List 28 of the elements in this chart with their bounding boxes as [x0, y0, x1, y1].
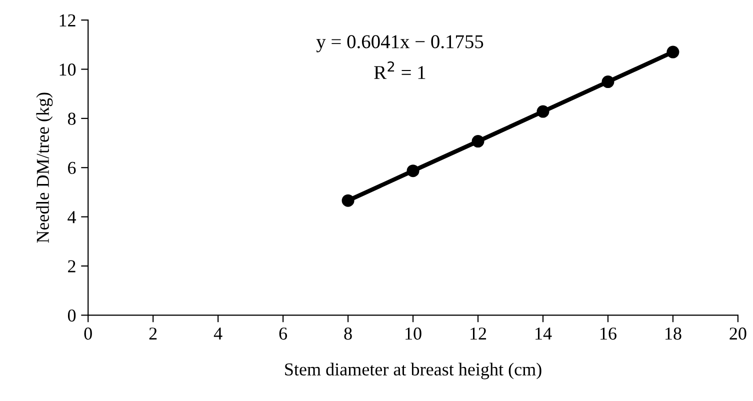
x-tick-label: 10	[406, 328, 422, 340]
x-tick-label: 0	[84, 328, 92, 340]
x-tick-label: 2	[149, 328, 157, 340]
annotation: y = 0.6041x − 0.1755	[316, 35, 484, 52]
point	[406, 164, 420, 178]
y-tick-label: 0	[68, 309, 76, 322]
point	[472, 135, 484, 148]
x-tick-label: 14	[536, 328, 552, 340]
x-tick-label: 4	[214, 328, 222, 340]
y-tick-label: 6	[68, 162, 76, 174]
x-tick-label: 20	[730, 328, 746, 340]
y-axis-title: Needle DM/tree (kg)	[36, 92, 53, 243]
x-tick-label: 8	[344, 328, 352, 340]
y-tick-label: 2	[68, 260, 76, 272]
x-tick-label: 18	[666, 328, 682, 340]
point	[602, 76, 614, 88]
x-axis-title: Stem diameter at breast height (cm)	[285, 362, 542, 380]
y-tick-label: 8	[68, 112, 76, 125]
y-tick-label: 12	[60, 14, 76, 26]
point	[342, 194, 354, 207]
annotation: R$^{2}$ = 1	[374, 61, 426, 79]
x-tick-label: 12	[470, 328, 486, 340]
x-tick-label: 16	[600, 328, 616, 340]
y-tick-label: 10	[60, 63, 76, 76]
point	[666, 46, 680, 58]
point	[536, 105, 550, 118]
x-tick-label: 6	[279, 328, 288, 340]
y-tick-label: 4	[68, 211, 76, 224]
